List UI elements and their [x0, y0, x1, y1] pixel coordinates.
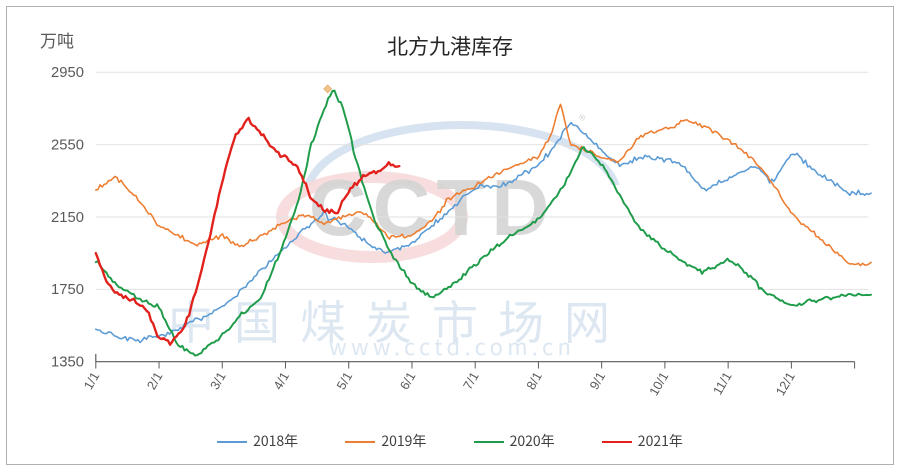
svg-text:4/1: 4/1: [270, 369, 292, 392]
svg-text:2550: 2550: [51, 138, 84, 154]
svg-text:6/1: 6/1: [397, 369, 419, 392]
svg-text:1/1: 1/1: [80, 369, 102, 392]
svg-text:12/1: 12/1: [772, 369, 798, 398]
svg-text:10/1: 10/1: [646, 369, 672, 398]
svg-text:5/1: 5/1: [333, 369, 355, 392]
svg-text:9/1: 9/1: [586, 369, 608, 392]
svg-text:7/1: 7/1: [460, 369, 482, 392]
svg-text:1350: 1350: [51, 355, 84, 371]
svg-text:8/1: 8/1: [523, 369, 545, 392]
svg-text:3/1: 3/1: [207, 369, 229, 392]
svg-text:1750: 1750: [51, 282, 84, 298]
svg-text:2950: 2950: [51, 65, 84, 81]
svg-text:11/1: 11/1: [710, 369, 735, 397]
svg-text:2150: 2150: [51, 210, 84, 226]
svg-text:2/1: 2/1: [144, 369, 166, 392]
